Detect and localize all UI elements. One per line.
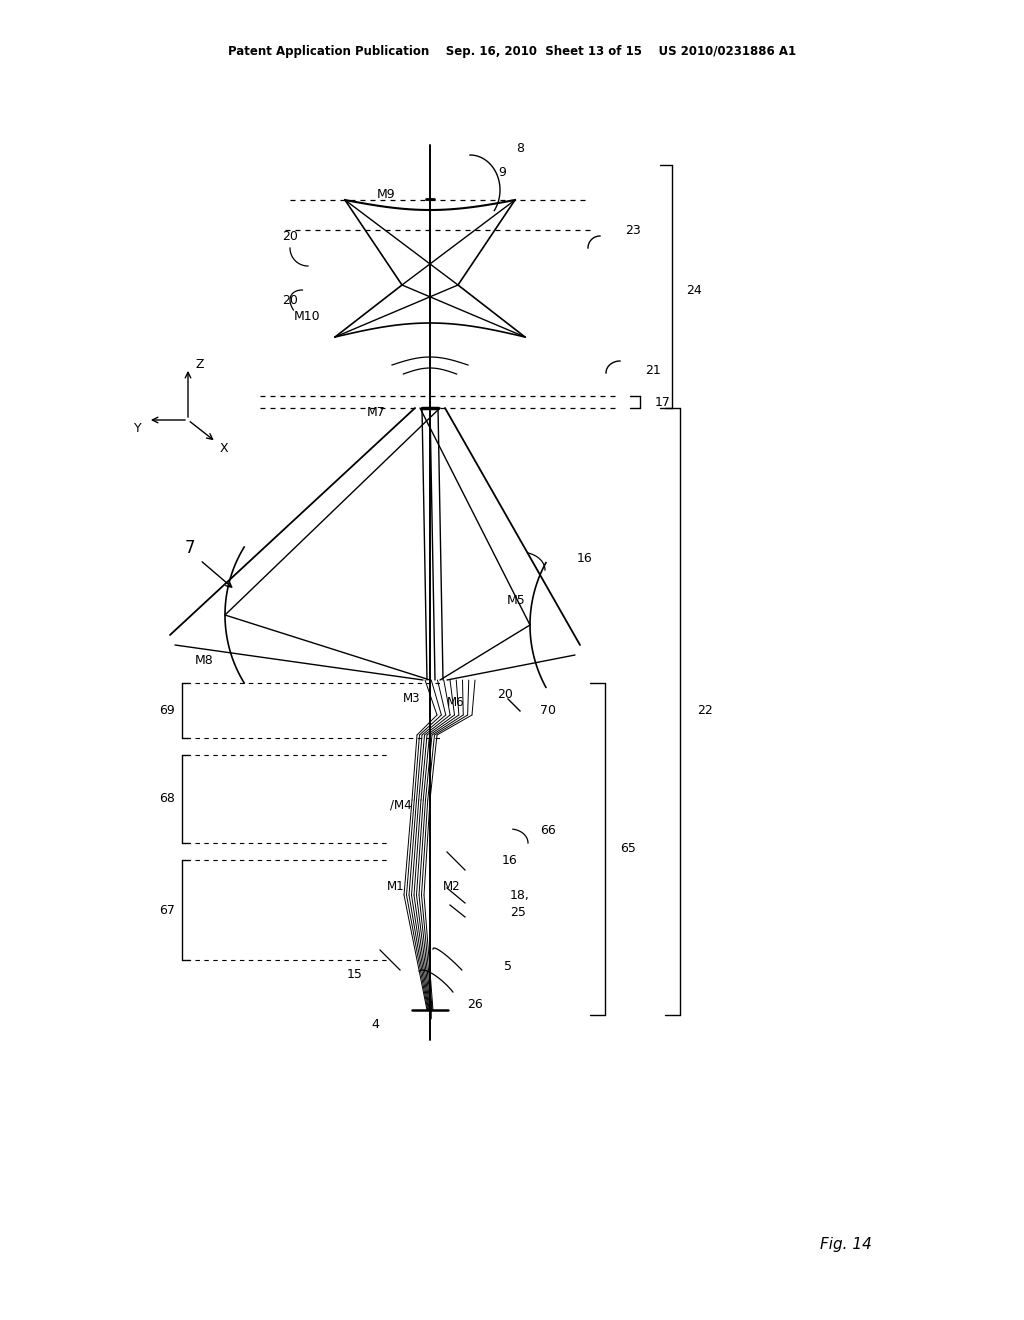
Text: 18,: 18,	[510, 888, 529, 902]
Text: 9: 9	[498, 166, 506, 180]
Text: 70: 70	[540, 704, 556, 717]
Text: 15: 15	[347, 969, 362, 982]
Text: 5: 5	[504, 960, 512, 973]
Text: M1: M1	[386, 880, 404, 894]
Text: M10: M10	[293, 310, 319, 323]
Text: 20: 20	[282, 293, 298, 306]
Text: 67: 67	[159, 903, 175, 916]
Text: 66: 66	[540, 824, 556, 837]
Text: 68: 68	[159, 792, 175, 805]
Text: 25: 25	[510, 906, 526, 919]
Text: M6: M6	[447, 697, 465, 710]
Text: M7: M7	[367, 407, 385, 420]
Text: X: X	[220, 441, 228, 454]
Text: 65: 65	[620, 842, 636, 855]
Text: 4: 4	[371, 1019, 379, 1031]
Text: Z: Z	[196, 358, 205, 371]
Text: 69: 69	[159, 704, 175, 717]
Text: M9: M9	[377, 189, 395, 202]
Text: 7: 7	[184, 539, 196, 557]
Text: 23: 23	[625, 223, 641, 236]
Text: M8: M8	[195, 653, 213, 667]
Text: 20: 20	[282, 231, 298, 243]
Text: 17: 17	[655, 396, 671, 408]
Text: 8: 8	[516, 141, 524, 154]
Text: M5: M5	[506, 594, 525, 606]
Text: 16: 16	[578, 552, 593, 565]
Text: Patent Application Publication    Sep. 16, 2010  Sheet 13 of 15    US 2010/02318: Patent Application Publication Sep. 16, …	[228, 45, 796, 58]
Text: /M4: /M4	[390, 799, 412, 812]
Text: 22: 22	[697, 704, 713, 717]
Text: Y: Y	[134, 421, 141, 434]
Text: 21: 21	[645, 363, 660, 376]
Text: 24: 24	[686, 284, 701, 297]
Text: 16: 16	[502, 854, 518, 866]
Text: 26: 26	[467, 998, 483, 1011]
Text: M3: M3	[402, 692, 420, 705]
Text: M2: M2	[443, 880, 461, 894]
Text: 20: 20	[497, 689, 513, 701]
Text: Fig. 14: Fig. 14	[820, 1238, 871, 1253]
